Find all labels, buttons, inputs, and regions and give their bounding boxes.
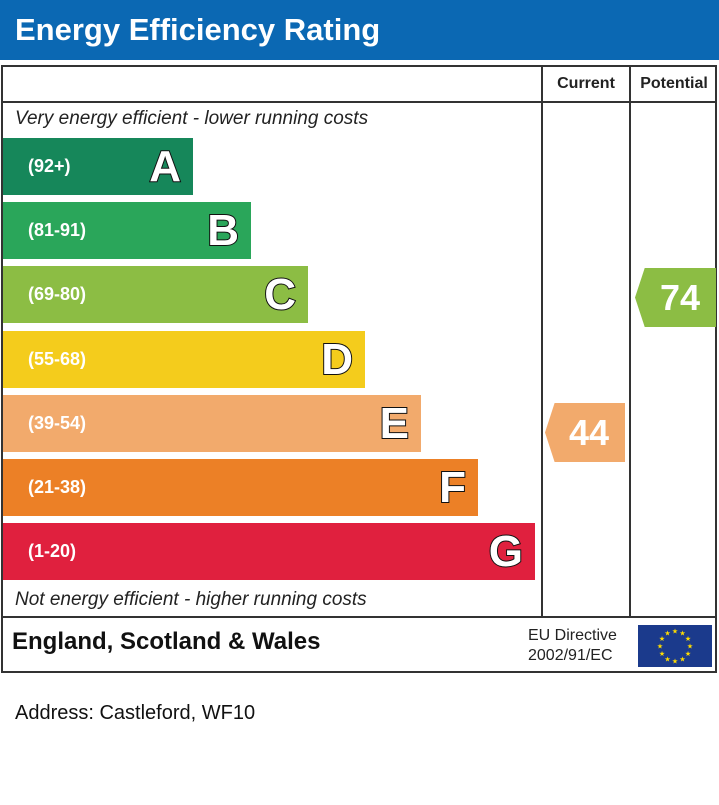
band-f: (21-38) F — [3, 459, 478, 516]
band-letter: G — [488, 526, 524, 577]
directive-line1: EU Directive — [528, 627, 617, 644]
region-label: England, Scotland & Wales — [12, 628, 321, 655]
divider — [541, 65, 543, 618]
band-range: (69-80) — [28, 284, 87, 304]
column-header-potential: Potential — [640, 75, 708, 92]
star-icon: ★ — [664, 655, 670, 663]
current-rating-arrow: 44 — [545, 403, 625, 462]
band-letter: C — [263, 269, 297, 320]
top-note: Very energy efficient - lower running co… — [15, 108, 369, 129]
page-title: Energy Efficiency Rating — [0, 0, 719, 60]
star-icon: ★ — [657, 643, 663, 651]
star-icon: ★ — [672, 628, 678, 636]
bottom-note: Not energy efficient - higher running co… — [15, 589, 367, 610]
star-icon: ★ — [679, 630, 685, 638]
star-icon: ★ — [685, 650, 691, 658]
potential-rating-arrow: 74 — [635, 268, 716, 327]
star-icon: ★ — [659, 635, 665, 643]
eu-flag-icon: ★ ★★★★★★★★★★★ — [638, 625, 712, 667]
band-d: (55-68) D — [3, 331, 365, 388]
band-c: (69-80) C — [3, 266, 308, 323]
epc-frame — [1, 65, 717, 673]
band-letter: D — [320, 334, 354, 385]
star-icon: ★ — [659, 650, 665, 658]
band-b: (81-91) B — [3, 202, 251, 259]
band-range: (55-68) — [28, 349, 87, 369]
column-header-current: Current — [557, 75, 615, 92]
eu-directive: EU Directive 2002/91/EC — [528, 626, 617, 666]
band-letter: F — [438, 462, 467, 513]
band-e: (39-54) E — [3, 395, 421, 452]
divider — [629, 65, 631, 618]
star-icon: ★ — [685, 635, 691, 643]
star-icon: ★ — [672, 658, 678, 666]
band-a: (92+) A — [3, 138, 193, 195]
star-icon: ★ — [687, 643, 693, 651]
band-letter: A — [148, 141, 182, 192]
band-range: (92+) — [28, 156, 71, 176]
divider — [1, 616, 717, 618]
star-icon: ★ — [664, 630, 670, 638]
band-range: (81-91) — [28, 220, 87, 240]
address: Address: Castleford, WF10 — [15, 702, 256, 724]
band-g: (1-20) G — [3, 523, 535, 580]
band-letter: B — [206, 205, 240, 256]
band-range: (21-38) — [28, 477, 87, 497]
band-letter: E — [379, 398, 410, 449]
directive-line2: 2002/91/EC — [528, 647, 613, 664]
divider — [1, 101, 717, 103]
star-icon: ★ — [679, 655, 685, 663]
band-range: (1-20) — [28, 541, 77, 561]
band-range: (39-54) — [28, 413, 87, 433]
